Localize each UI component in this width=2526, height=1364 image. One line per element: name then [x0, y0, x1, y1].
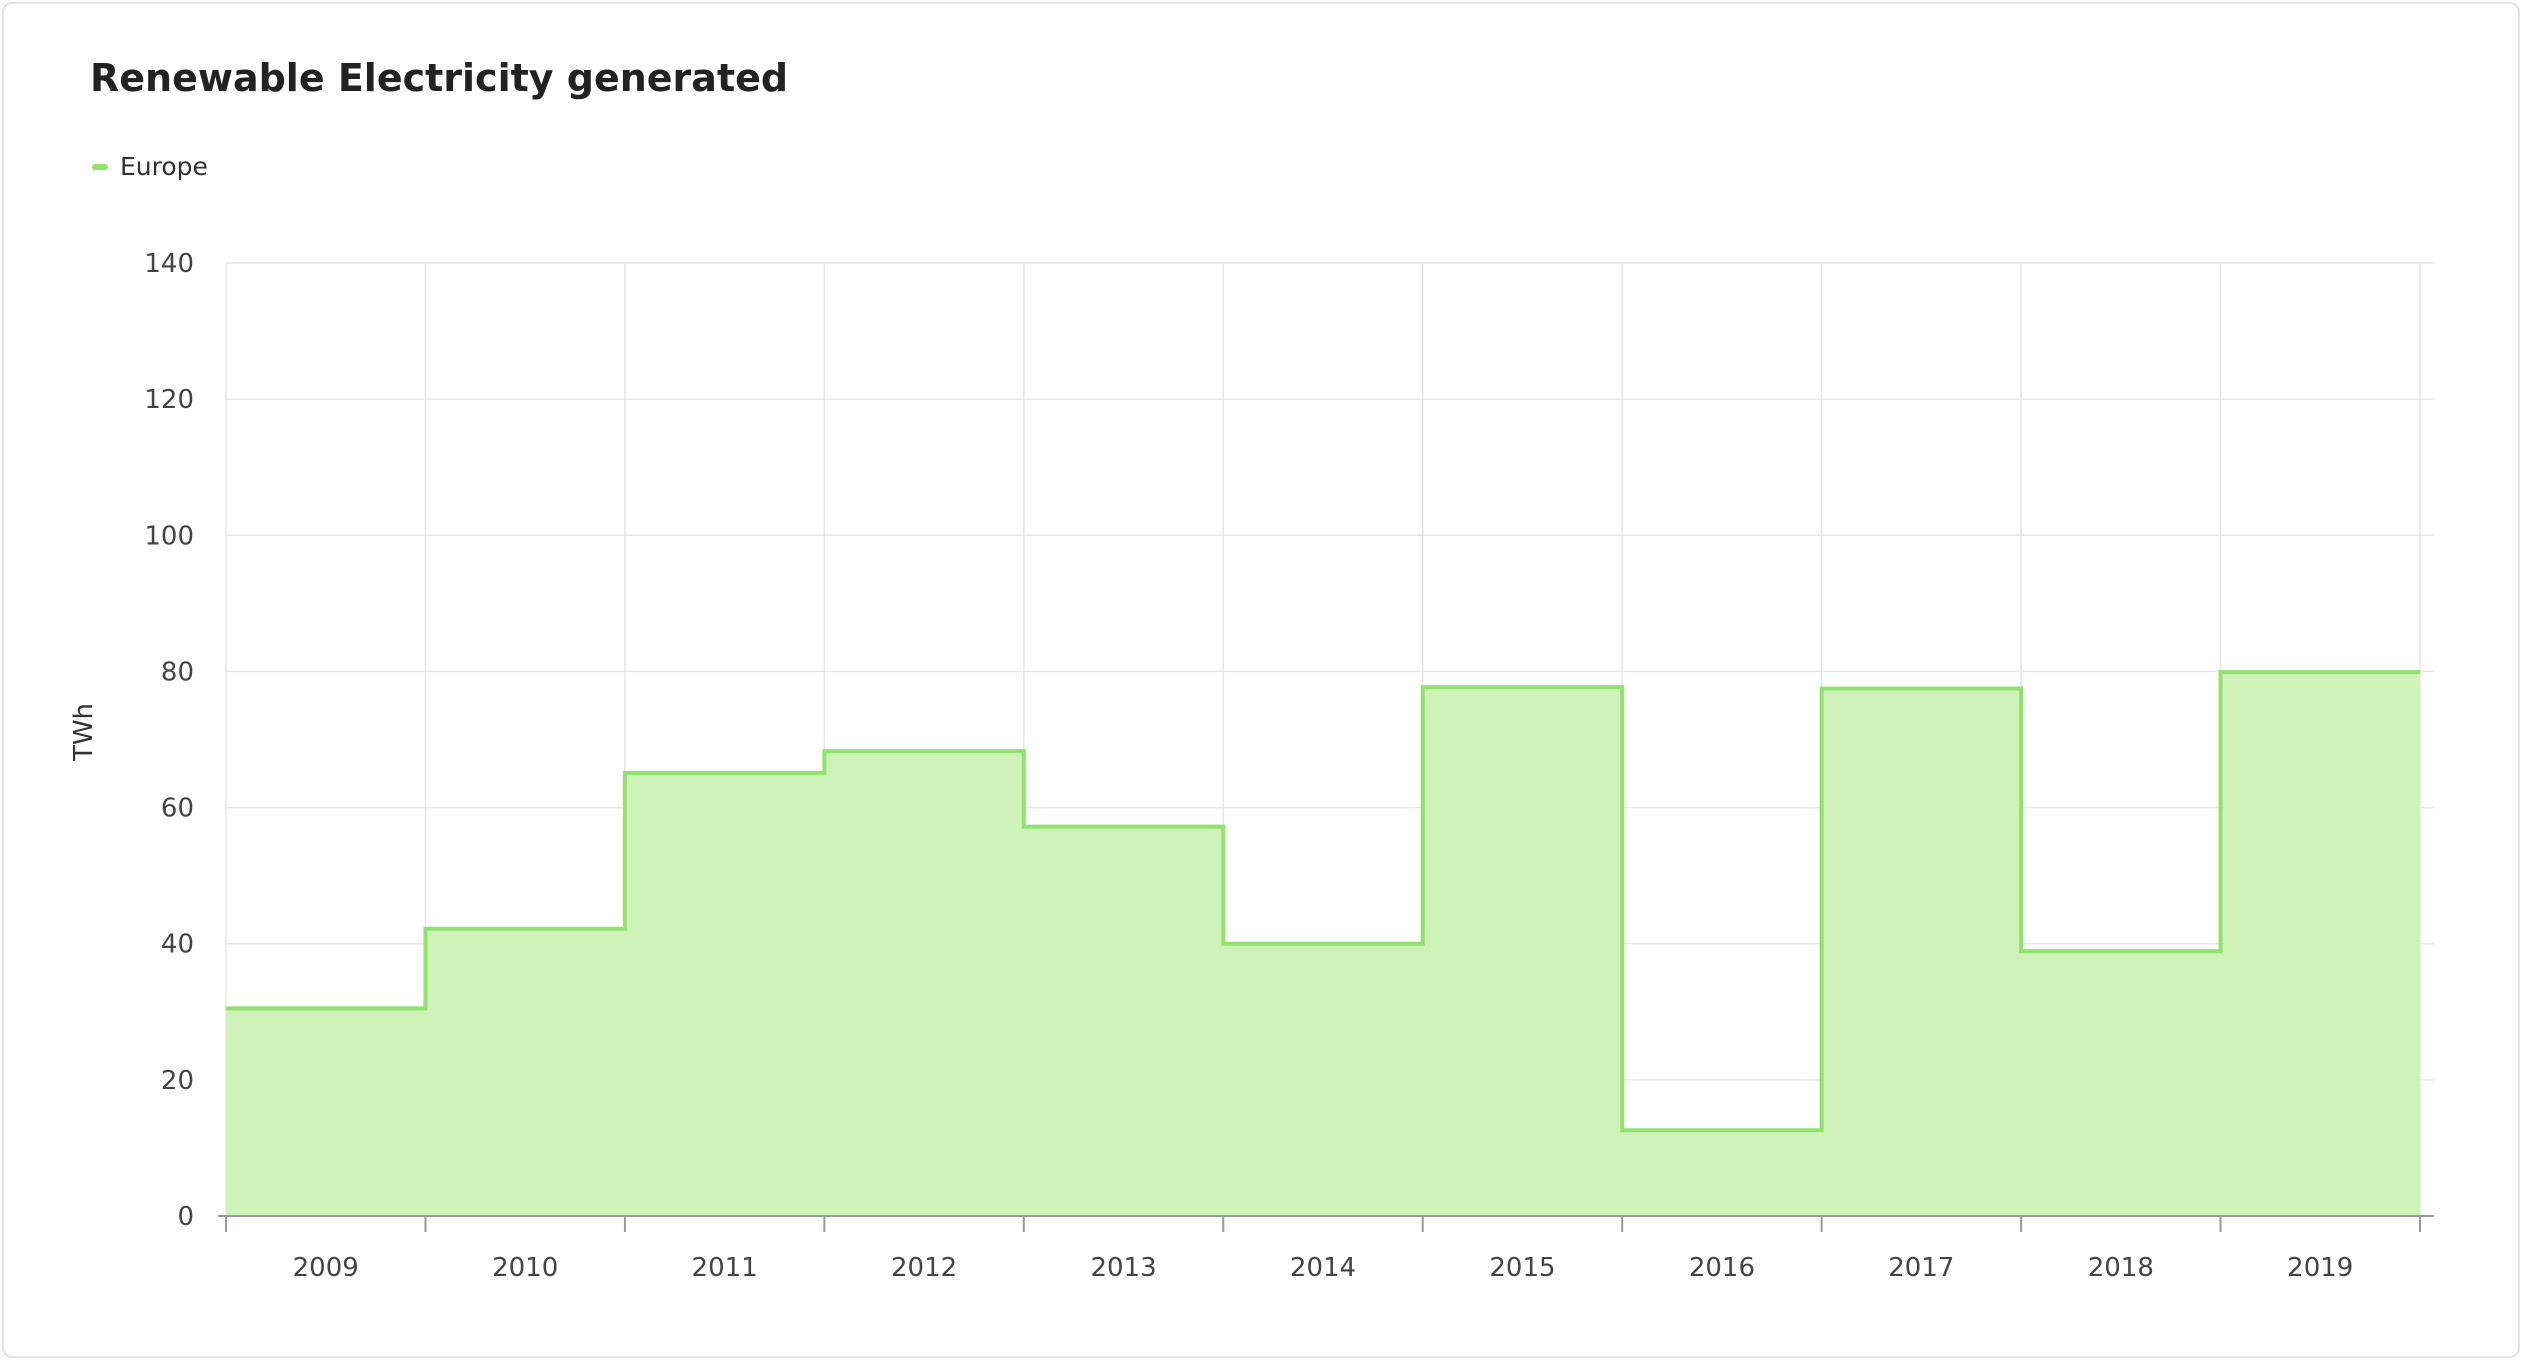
x-tick-label-2013: 2013	[1090, 1253, 1156, 1283]
step-2012[interactable]	[824, 751, 1023, 1216]
step-2013[interactable]	[1024, 827, 1223, 1216]
x-tick-label-2018: 2018	[2088, 1253, 2154, 1283]
step-2014[interactable]	[1223, 944, 1422, 1216]
x-tick-label-2014: 2014	[1290, 1253, 1356, 1283]
step-2009[interactable]	[226, 1008, 425, 1216]
chart-title: Renewable Electricity generated	[90, 56, 789, 100]
step-2017[interactable]	[1822, 688, 2021, 1216]
x-tick-label-2015: 2015	[1489, 1253, 1555, 1283]
y-tick-label-0: 0	[177, 1202, 194, 1232]
x-tick-label-2019: 2019	[2287, 1253, 2353, 1283]
y-tick-labels: 0 20 40 60 80 100 120 140	[144, 249, 194, 1232]
x-tick-label-2009: 2009	[293, 1253, 359, 1283]
legend[interactable]: Europe	[92, 152, 208, 181]
step-2015[interactable]	[1423, 687, 1622, 1216]
axes	[218, 1215, 2434, 1232]
series-area-europe	[226, 670, 2420, 1216]
x-tick-label-2012: 2012	[891, 1253, 957, 1283]
y-tick-label-80: 80	[161, 657, 194, 687]
legend-label-europe: Europe	[120, 152, 208, 181]
step-2016[interactable]	[1622, 1130, 1821, 1216]
step-2018[interactable]	[2021, 951, 2220, 1216]
legend-swatch-icon	[92, 163, 108, 170]
y-tick-label-100: 100	[144, 521, 194, 551]
x-tick-labels: 2009 2010 2011 2012 2013 2014 2015 2016 2017 2018…	[293, 1253, 2354, 1283]
y-tick-label-20: 20	[161, 1066, 194, 1096]
x-tick-label-2010: 2010	[492, 1253, 558, 1283]
y-tick-label-120: 120	[144, 385, 194, 415]
x-tick-label-2011: 2011	[692, 1253, 758, 1283]
y-axis-title: TWh	[69, 703, 99, 762]
y-tick-label-60: 60	[161, 794, 194, 824]
x-tick-label-2016: 2016	[1689, 1253, 1755, 1283]
step-2011[interactable]	[625, 773, 824, 1216]
y-tick-label-40: 40	[161, 930, 194, 960]
step-2010[interactable]	[425, 929, 624, 1216]
series-line	[226, 670, 2420, 1133]
step-2019[interactable]	[2221, 672, 2420, 1216]
y-tick-label-140: 140	[144, 249, 194, 279]
x-tick-label-2017: 2017	[1888, 1253, 1954, 1283]
